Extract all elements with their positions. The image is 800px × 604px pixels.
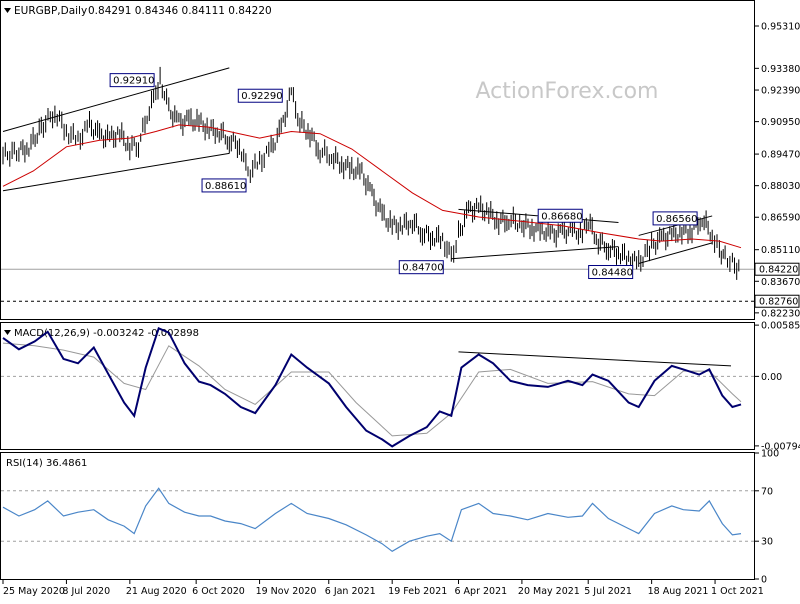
annotation-box — [398, 260, 444, 275]
last-price-box — [754, 262, 800, 276]
annotation-label: 0.84700 — [402, 263, 443, 274]
annotation-label: 0.86680 — [541, 211, 582, 222]
macd-panel-frame — [0, 322, 755, 450]
price-annotations: 0.92910 0.92290 0.88610 0.84700 0.86680 0.844… — [109, 73, 698, 280]
price-tick-label: 0.86590 — [761, 213, 800, 224]
ema-line — [2, 124, 742, 249]
x-tick-label: 19 Feb 2021 — [388, 586, 447, 597]
trendline — [2, 152, 230, 192]
annotation-box — [537, 208, 583, 223]
rsi-series: 100 70 30 0 — [1, 449, 779, 586]
rsi-tick-label: 0 — [761, 575, 767, 586]
annotation-box — [588, 265, 634, 280]
x-tick-label: 8 Jul 2020 — [62, 586, 110, 597]
price-axis: 0.95310 0.93380 0.92390 0.90950 0.89470 0.880… — [1, 22, 800, 319]
x-tick-label: 6 Jan 2021 — [325, 586, 376, 597]
chart-header: EURGBP,Daily 0.84291 0.84346 0.84111 0.8… — [4, 5, 272, 17]
x-tick-label: 18 Aug 2021 — [648, 586, 709, 597]
x-tick-label: 1 Oct 2021 — [711, 586, 764, 597]
annotation-box — [652, 211, 698, 226]
trendline — [638, 242, 713, 264]
trendline — [2, 67, 230, 132]
x-tick-label: 6 Apr 2021 — [454, 586, 507, 597]
annotation-label: 0.92290 — [241, 91, 282, 102]
annotation-label: 0.84480 — [592, 268, 633, 279]
support-label-box — [754, 294, 800, 308]
macd-label-group: MACD(12,26,9) -0.003242 -0.002898 — [4, 328, 199, 339]
macd-tick-label: 0.005858 — [761, 321, 800, 332]
annotation-label: 0.92910 — [113, 76, 154, 87]
annotation-box — [109, 73, 155, 88]
price-tick-label: 0.89470 — [761, 150, 800, 161]
price-tick-label: 0.90950 — [761, 117, 800, 128]
trendline — [451, 246, 619, 260]
x-tick-label: 21 Aug 2020 — [126, 586, 187, 597]
price-tick-label: 0.93380 — [761, 64, 800, 75]
price-tick-label: 0.95310 — [761, 22, 800, 33]
ohlc-readout: 0.84291 0.84346 0.84111 0.84220 — [88, 5, 272, 17]
x-tick-label: 19 Nov 2020 — [256, 586, 317, 597]
price-series — [2, 66, 742, 280]
menu-triangle-icon[interactable] — [4, 8, 11, 13]
rsi-tick-label: 30 — [761, 537, 773, 548]
symbol-label: EURGBP,Daily — [14, 5, 87, 17]
price-panel-frame — [0, 0, 755, 320]
watermark: ActionForex.com — [476, 79, 659, 104]
rsi-label: RSI(14) 36.4861 — [6, 458, 87, 469]
x-tick-label: 5 Jul 2021 — [584, 586, 632, 597]
macd-menu-icon[interactable] — [4, 330, 11, 335]
rsi-tick-label: 100 — [761, 449, 779, 460]
macd-series: 0.005858 0.00 -0.007945 — [1, 321, 800, 452]
macd-tick-label: -0.007945 — [761, 441, 800, 452]
rsi-tick-label: 70 — [761, 486, 773, 497]
support-label: 0.82760 — [759, 297, 798, 308]
annotation-label: 0.86560 — [656, 214, 697, 225]
macd-trendline — [458, 351, 732, 367]
rsi-line — [2, 487, 742, 553]
price-tick-label: 0.88030 — [761, 181, 800, 192]
macd-tick-label: 0.00 — [761, 372, 782, 383]
macd-line — [2, 326, 742, 448]
annotation-label: 0.88610 — [205, 181, 246, 192]
macd-label: MACD(12,26,9) -0.003242 -0.002898 — [14, 328, 199, 339]
annotation-box — [201, 178, 247, 193]
annotation-box — [237, 88, 283, 103]
rsi-panel-frame — [0, 452, 755, 580]
price-tick-label: 0.92390 — [761, 86, 800, 97]
macd-signal-line — [2, 342, 742, 437]
x-tick-label: 6 Oct 2020 — [192, 586, 245, 597]
price-tick-label: 0.85110 — [761, 245, 800, 256]
last-price-label: 0.84220 — [759, 265, 798, 276]
x-tick-label: 20 May 2021 — [518, 586, 580, 597]
x-tick-label: 25 May 2020 — [3, 586, 65, 597]
price-tick-label: 0.82230 — [761, 308, 800, 319]
price-tick-label: 0.83670 — [761, 277, 800, 288]
